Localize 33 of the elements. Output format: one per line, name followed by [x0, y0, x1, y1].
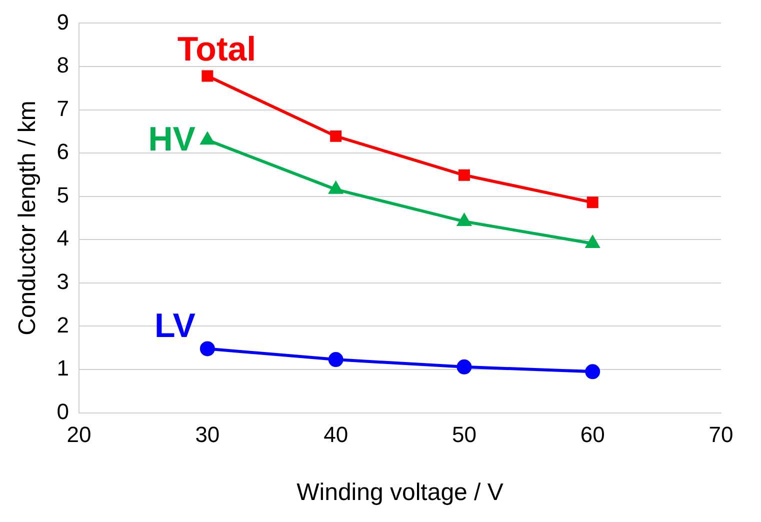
y-tick-label: 8 [56, 52, 70, 78]
point [200, 341, 215, 356]
y-tick-label: 1 [56, 356, 70, 381]
x-tick-label: 40 [324, 422, 348, 448]
point [202, 70, 214, 82]
x-axis-title: Winding voltage / V [296, 479, 504, 506]
point [586, 236, 600, 248]
point [586, 196, 598, 208]
x-tick-label: 70 [708, 422, 734, 448]
point [458, 214, 471, 226]
point [585, 364, 600, 380]
point [200, 132, 214, 145]
x-tick-label: 60 [580, 422, 605, 448]
y-tick-label: 3 [56, 268, 70, 294]
y-tick-label: 0 [56, 398, 70, 424]
y-tick-label: 5 [56, 182, 70, 208]
y-tick-label: 2 [56, 312, 70, 338]
point [329, 182, 343, 194]
series-label: Total [177, 30, 256, 68]
series-label: LV [154, 307, 196, 346]
x-tick-label: 50 [452, 422, 476, 448]
series-label: HV [148, 120, 196, 158]
y-tick-label: 4 [56, 226, 70, 251]
y-tick-label: 9 [56, 9, 70, 34]
point [330, 130, 342, 142]
x-tick-label: 30 [195, 422, 220, 448]
point [456, 359, 472, 374]
y-tick-label: 6 [56, 139, 70, 164]
y-axis-title: Conductor length / km [14, 100, 42, 336]
x-tick-label: 20 [66, 422, 92, 448]
point [328, 352, 344, 368]
y-tick-label: 7 [56, 96, 70, 121]
point [458, 169, 470, 181]
